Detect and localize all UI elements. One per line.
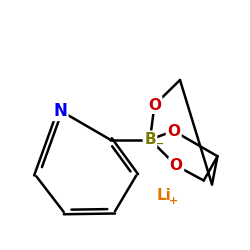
Text: +: + xyxy=(169,196,178,206)
Text: Li: Li xyxy=(156,188,171,202)
Text: O: O xyxy=(170,158,183,173)
Text: O: O xyxy=(148,98,161,112)
Text: O: O xyxy=(167,124,180,138)
Text: −: − xyxy=(156,139,164,149)
Text: B: B xyxy=(144,132,156,147)
Text: N: N xyxy=(53,102,67,119)
